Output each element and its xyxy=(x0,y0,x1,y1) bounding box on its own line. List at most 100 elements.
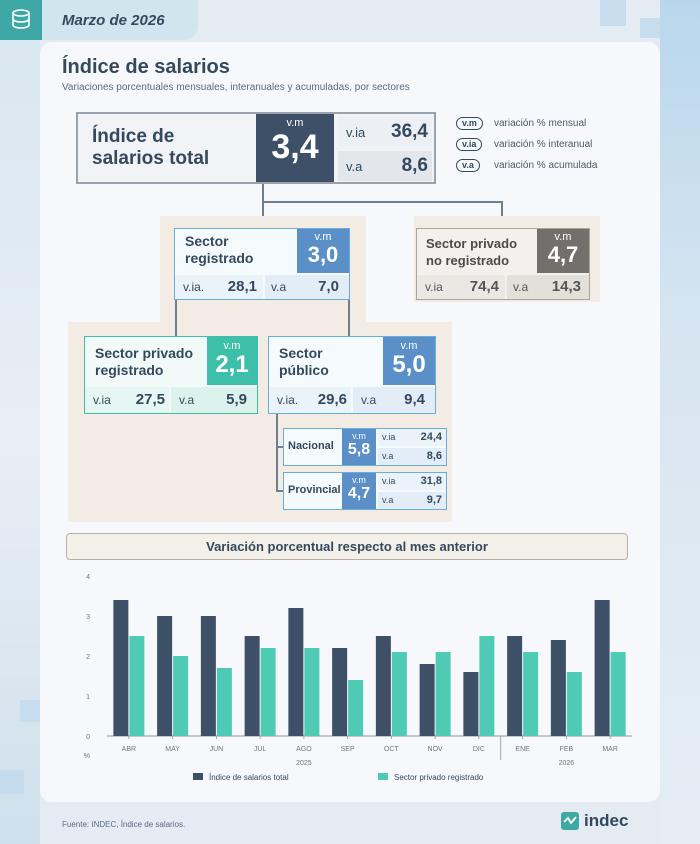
nacional-via-cell: v.ia 24,4 xyxy=(378,429,446,446)
sector-privado-registrado-box: Sector privado registrado v.m 2,1 v.ia 2… xyxy=(84,336,258,414)
no-registrado-va-value: 14,3 xyxy=(551,278,581,295)
publico-via-cell: v.ia. 29,6 xyxy=(269,387,351,413)
bar-indice-total xyxy=(244,636,260,736)
decorative-pixel xyxy=(20,700,40,722)
provincial-va-value: 9,7 xyxy=(426,494,442,506)
bar-privado-registrado xyxy=(566,672,582,736)
sector-label-line1: Sector privado xyxy=(426,236,518,251)
publico-va-cell: v.a 9,4 xyxy=(353,387,435,413)
connector-line xyxy=(262,201,502,203)
registrado-vm-value: 3,0 xyxy=(307,242,339,267)
bar-indice-total xyxy=(332,648,348,736)
decorative-pixel xyxy=(600,0,626,26)
decorative-pixel xyxy=(640,18,660,38)
registrado-va-cell: v.a 7,0 xyxy=(265,275,349,299)
connector-line xyxy=(276,490,284,492)
connector-line xyxy=(276,414,278,490)
privado-registrado-vm-value: 2,1 xyxy=(215,351,249,378)
vm-label: v.m xyxy=(314,231,332,243)
privado-registrado-via-value: 27,5 xyxy=(135,391,165,408)
report-date: Marzo de 2026 xyxy=(62,12,165,29)
nacional-va-value: 8,6 xyxy=(426,450,442,462)
legend-swatch xyxy=(378,773,388,780)
legend-tag-vm: v.m xyxy=(456,117,483,130)
indec-brand: indec xyxy=(584,811,629,830)
bar-indice-total xyxy=(288,608,304,736)
total-vm-value: 3,4 xyxy=(271,128,319,166)
legend-tag-va: v.a xyxy=(456,159,480,172)
x-tick-label: ABR xyxy=(122,746,136,753)
registrado-via-value: 28,1 xyxy=(227,278,257,295)
via-label: v.ia xyxy=(382,432,396,442)
y-tick-label: 0 xyxy=(86,734,90,741)
bar-privado-registrado xyxy=(348,680,364,736)
y-tick-label: 4 xyxy=(86,574,90,581)
bar-privado-registrado xyxy=(435,652,451,736)
via-label: v.ia. xyxy=(183,280,205,294)
x-tick-label: FEB xyxy=(560,746,574,753)
bar-privado-registrado xyxy=(610,652,626,736)
x-tick-label: ENE xyxy=(515,746,530,753)
legend-tag-via: v.ia xyxy=(456,138,483,151)
publico-nacional-box: Nacional v.m 5,8 v.ia 24,4 v.a 8,6 xyxy=(283,428,447,466)
legend-text-vm: variación % mensual xyxy=(494,118,587,129)
year-label: 2025 xyxy=(296,760,312,767)
decorative-background xyxy=(660,0,700,844)
publico-vm-box: v.m 5,0 xyxy=(383,337,435,385)
total-via-value: 36,4 xyxy=(391,121,428,142)
total-vm-box: v.m 3,4 xyxy=(256,114,334,182)
vm-label: v.m xyxy=(286,117,304,129)
x-tick-label: SEP xyxy=(341,746,355,753)
bar-privado-registrado xyxy=(173,656,189,736)
legend-label: Índice de salarios total xyxy=(209,773,289,782)
sector-registrado-box: Sector registrado v.m 3,0 v.ia. 28,1 v.a… xyxy=(174,228,350,300)
bar-indice-total xyxy=(113,600,129,736)
sector-label-line2: público xyxy=(279,362,329,378)
provincial-via-cell: v.ia 31,8 xyxy=(378,473,446,490)
va-label: v.a xyxy=(361,393,377,407)
registrado-vm-box: v.m 3,0 xyxy=(297,229,349,273)
x-tick-label: AGO xyxy=(296,746,312,753)
provincial-vm-box: v.m 4,7 xyxy=(342,473,376,509)
va-label: v.a xyxy=(346,159,363,174)
y-tick-label: 1 xyxy=(86,694,90,701)
via-label: v.ia xyxy=(425,280,443,294)
bar-privado-registrado xyxy=(216,668,232,736)
va-label: v.a xyxy=(382,495,394,505)
sector-label-line2: no registrado xyxy=(426,253,510,268)
va-label: v.a xyxy=(271,280,287,294)
sector-label-line1: Sector privado xyxy=(95,345,194,361)
bar-privado-registrado xyxy=(129,636,145,736)
bar-privado-registrado xyxy=(391,652,407,736)
privado-registrado-vm-box: v.m 2,1 xyxy=(207,337,257,385)
x-tick-label: OCT xyxy=(384,746,400,753)
legend-label: Sector privado registrado xyxy=(394,773,484,782)
provincial-va-cell: v.a 9,7 xyxy=(378,492,446,509)
connector-line xyxy=(501,201,503,228)
total-via-cell: v.ia 36,4 xyxy=(338,117,432,147)
x-tick-label: JUL xyxy=(254,746,267,753)
bar-indice-total xyxy=(200,616,216,736)
chart-title: Variación porcentual respecto al mes ant… xyxy=(66,533,628,560)
bar-indice-total xyxy=(550,640,566,736)
va-label: v.a xyxy=(513,280,529,294)
nacional-vm-box: v.m 5,8 xyxy=(342,429,376,465)
via-label: v.ia xyxy=(382,476,396,486)
provincial-vm-value: 4,7 xyxy=(347,485,371,502)
registrado-via-cell: v.ia. 28,1 xyxy=(175,275,263,299)
privado-registrado-va-value: 5,9 xyxy=(226,391,247,408)
bar-indice-total xyxy=(507,636,523,736)
vm-label: v.m xyxy=(352,475,366,485)
va-label: v.a xyxy=(179,393,195,407)
privado-registrado-va-cell: v.a 5,9 xyxy=(171,387,257,413)
via-label: v.ia xyxy=(346,125,366,140)
x-tick-label: MAY xyxy=(165,746,180,753)
x-tick-label: MAR xyxy=(602,746,618,753)
no-registrado-vm-value: 4,7 xyxy=(547,242,579,267)
nacional-va-cell: v.a 8,6 xyxy=(378,448,446,465)
legend-swatch xyxy=(193,773,203,780)
total-va-cell: v.a 8,6 xyxy=(338,151,432,181)
no-registrado-via-value: 74,4 xyxy=(469,278,499,295)
registrado-va-value: 7,0 xyxy=(318,278,339,295)
nacional-via-value: 24,4 xyxy=(420,431,442,443)
